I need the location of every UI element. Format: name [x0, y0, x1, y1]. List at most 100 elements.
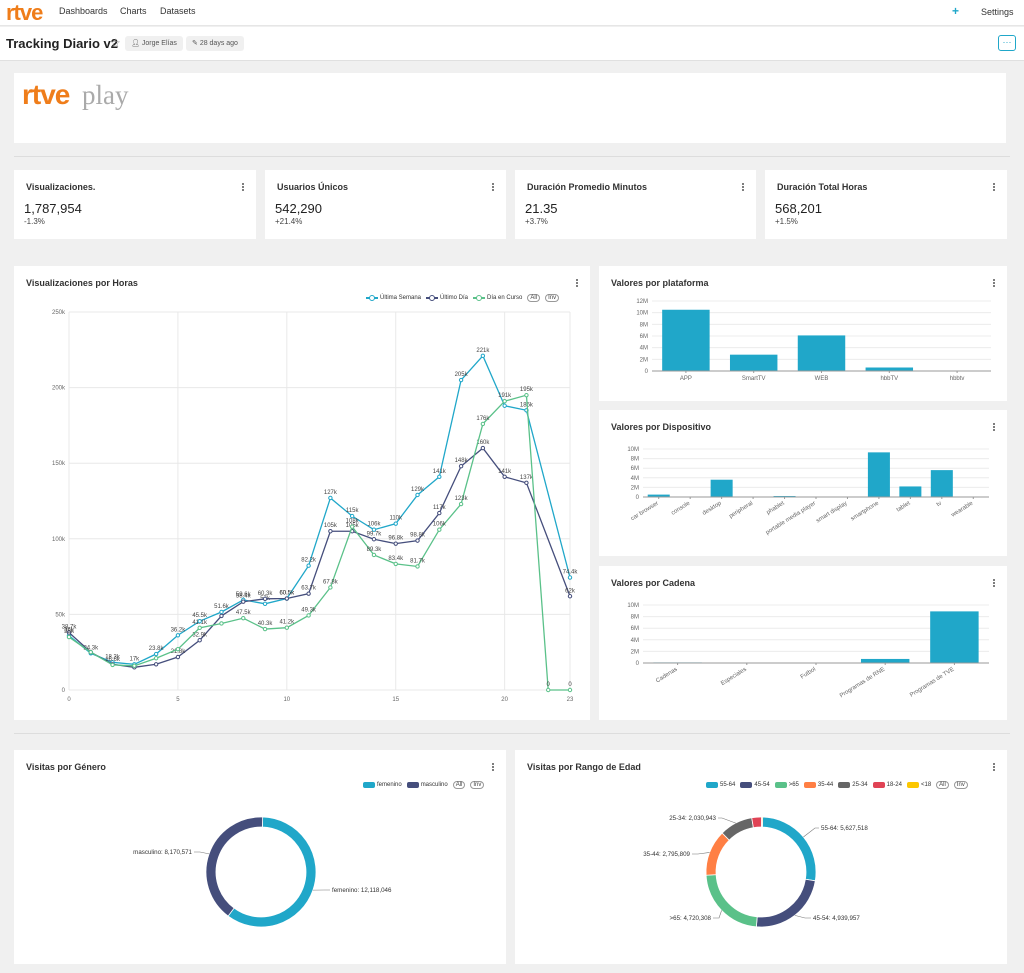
bar [865, 367, 914, 371]
card-menu-icon[interactable] [992, 578, 995, 588]
data-point [262, 596, 268, 602]
legend-item[interactable]: 45-54 [740, 782, 770, 788]
kpi-card-duracion-promedio: Duración Promedio Minutos 21.35 +3.7% [515, 170, 756, 239]
dashboard-header: Tracking Diario v2 ☆ 👤︎ Jorge Elías ✎ 28… [0, 27, 1024, 61]
data-label: 117k [433, 505, 447, 511]
legend-inv-button[interactable]: Inv [953, 781, 968, 789]
card-menu-icon[interactable] [992, 762, 995, 772]
card-menu-icon[interactable] [491, 762, 494, 772]
data-label: 45.5k [192, 613, 208, 619]
card-menu-icon[interactable] [491, 182, 494, 192]
legend-label: 35-44 [817, 782, 834, 788]
y-tick-label: 0 [636, 661, 640, 667]
card-menu-icon[interactable] [992, 182, 995, 192]
bar [899, 486, 922, 497]
legend-label: 45-54 [754, 782, 770, 788]
data-label: 191k [498, 393, 512, 399]
data-label: 110k [389, 516, 403, 522]
data-label: 40.3k [258, 621, 274, 627]
bar [930, 470, 953, 497]
legend-item[interactable]: 55-64 [706, 782, 735, 788]
data-point [175, 633, 181, 638]
data-label: 0 [547, 682, 551, 688]
donut-chart-genero: femenino: 12,118,046 masculino: 8,170,571 [133, 816, 392, 928]
card-menu-icon[interactable] [241, 182, 244, 192]
data-label: 60.5k [279, 591, 295, 597]
nav-datasets[interactable]: Datasets [160, 6, 196, 16]
legend-item[interactable]: Último Día [426, 295, 468, 301]
y-tick-label: 4M [640, 346, 648, 352]
slice-label: 45-54: 4,939,957 [813, 915, 860, 922]
legend-all-button[interactable]: All [452, 781, 466, 789]
chart-card-cadena: Valores por Cadena 0 2M 4M 6M 8M 10M Cadenas Es… [599, 566, 1007, 720]
legend-item[interactable]: 18-24 [872, 782, 902, 788]
nav-charts[interactable]: Charts [120, 6, 147, 16]
x-tick-label: 23 [567, 697, 574, 703]
data-point [458, 464, 464, 469]
legend-item[interactable]: >65 [774, 782, 799, 788]
data-point [262, 601, 268, 607]
data-label: 148k [455, 458, 469, 464]
data-point [328, 529, 333, 534]
bar-chart-dispositivo: 0 2M 4M 6M 8M 10M car browser console desktop per… [627, 447, 989, 536]
legend-all-button[interactable]: All [527, 294, 541, 302]
rtve-logo[interactable]: rtve [6, 0, 43, 25]
legend-item[interactable]: femenino [363, 782, 402, 788]
settings-menu[interactable]: Settings [981, 7, 1014, 17]
legend-inv-button[interactable]: Inv [545, 294, 560, 302]
data-point [415, 564, 420, 569]
favorite-star-icon[interactable]: ☆ [110, 36, 121, 50]
data-label: 74.4k [563, 570, 579, 576]
data-label: 141k [498, 469, 512, 475]
kpi-card-usuarios: Usuarios Únicos 542,290 +21.4% [265, 170, 506, 239]
more-options-button[interactable]: ··· [998, 35, 1016, 51]
y-tick-label: 0 [62, 688, 66, 694]
divider [14, 733, 1010, 734]
data-point [110, 662, 115, 668]
pie-slice [227, 816, 317, 928]
legend-label: Día en Curso [487, 295, 523, 301]
legend-label: 55-64 [720, 782, 736, 788]
chart-legend: 55-64 45-54 >65 35-44 25-34 18-24 <18 Al… [706, 781, 968, 789]
label-leader [794, 915, 811, 919]
data-point [349, 513, 355, 519]
bar [797, 335, 846, 371]
card-menu-icon[interactable] [575, 278, 578, 288]
legend-item[interactable]: Última Semana [366, 295, 421, 301]
chart-card-genero: Visitas por Género femenino masculino Al… [14, 750, 506, 964]
add-new-button[interactable]: + [952, 4, 960, 18]
nav-dashboards[interactable]: Dashboards [59, 6, 108, 16]
card-menu-icon[interactable] [992, 278, 995, 288]
y-tick-label: 12M [636, 299, 648, 305]
legend-item[interactable]: Día en Curso [473, 295, 522, 301]
data-point [502, 399, 507, 404]
data-point [480, 421, 486, 427]
legend-item[interactable]: masculino [406, 782, 448, 788]
legend-marker [473, 295, 486, 301]
legend-all-button[interactable]: All [936, 781, 949, 789]
data-point [197, 619, 202, 624]
card-menu-icon[interactable] [992, 422, 995, 432]
legend-label: Último Día [440, 295, 469, 301]
data-label: 47.5k [236, 610, 252, 616]
legend-item[interactable]: 25-34 [838, 782, 868, 788]
data-label: 99.7k [367, 531, 383, 537]
data-label: 59.6k [236, 592, 252, 598]
x-tick-label: smartphone [850, 500, 881, 522]
legend-item[interactable]: <18 [906, 782, 931, 788]
y-tick-label: 2M [640, 357, 648, 363]
chart-card-horas: Visualizaciones por Horas Última Semana … [14, 266, 590, 720]
legend-inv-button[interactable]: Inv [470, 781, 485, 789]
pie-slice [705, 874, 758, 928]
user-icon: 👤︎ [131, 40, 142, 47]
series-line [68, 394, 570, 691]
y-tick-label: 6M [640, 334, 648, 340]
brand-logo-card: rtve play [14, 73, 1006, 143]
x-tick-label: car browser [630, 501, 660, 523]
legend-swatch [406, 782, 419, 788]
x-tick-label: SmartTV [742, 376, 766, 382]
legend-item[interactable]: 35-44 [803, 782, 834, 788]
data-label: 83.4k [388, 556, 404, 562]
card-menu-icon[interactable] [741, 182, 744, 192]
x-tick-label: 0 [67, 697, 71, 703]
